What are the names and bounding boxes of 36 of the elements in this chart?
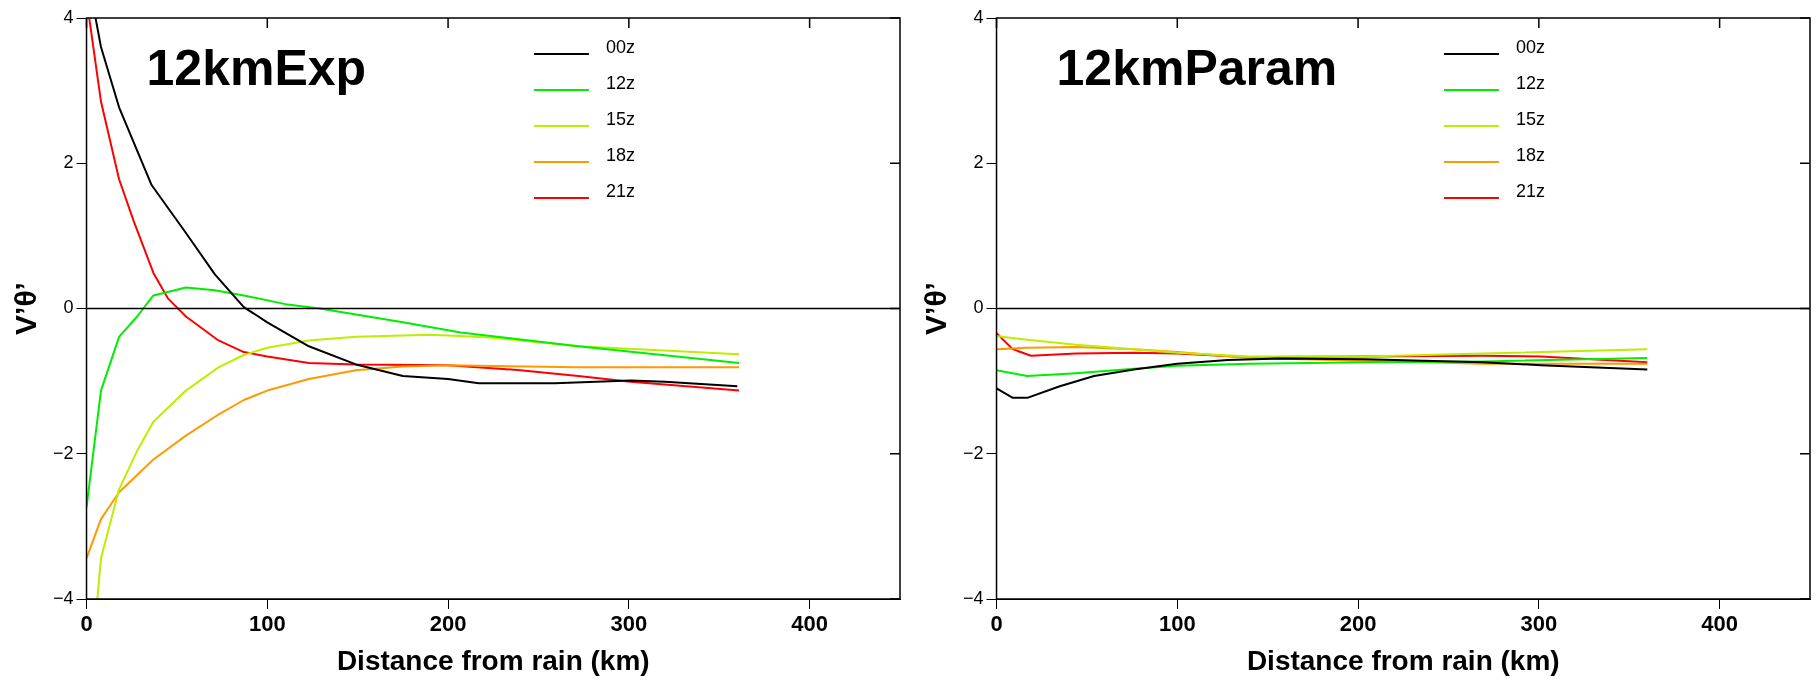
y-tick-label: 0: [63, 297, 74, 318]
y-axis-title: V’θ’: [9, 282, 43, 335]
y-tick-label: 4: [973, 6, 984, 27]
x-axis-title: Distance from rain (km): [336, 644, 650, 676]
legend-label: 21z: [1515, 180, 1545, 201]
legend-label: 12z: [1515, 72, 1545, 93]
y-tick-label: 4: [63, 6, 74, 27]
x-tick-label: 400: [791, 611, 828, 637]
legend-label: 21z: [605, 180, 635, 201]
y-tick-label: −2: [52, 442, 74, 463]
legend-label: 15z: [1515, 108, 1545, 129]
y-axis-title: V’θ’: [919, 282, 953, 335]
x-tick-label: 300: [1520, 611, 1558, 637]
legend-label: 00z: [1515, 36, 1545, 57]
x-tick-label: 400: [1701, 611, 1738, 637]
legend-label: 18z: [1515, 144, 1545, 165]
y-tick-label: −2: [962, 442, 984, 463]
legend-label: 12z: [605, 72, 635, 93]
legend-label: 18z: [605, 144, 635, 165]
x-tick-label: 100: [1158, 611, 1196, 637]
y-tick-label: −4: [962, 587, 984, 608]
legend-label: 15z: [605, 108, 635, 129]
x-tick-label: 200: [1339, 611, 1377, 637]
x-tick-label: 0: [990, 611, 1003, 637]
legend-label: 00z: [605, 36, 635, 57]
y-tick-label: 2: [973, 152, 984, 173]
chart-title: 12kmExp: [146, 39, 367, 96]
x-tick-label: 300: [610, 611, 648, 637]
x-axis-title: Distance from rain (km): [1246, 644, 1560, 676]
x-tick-label: 200: [429, 611, 467, 637]
y-tick-label: −4: [52, 587, 74, 608]
x-tick-label: 0: [80, 611, 93, 637]
chart-title: 12kmParam: [1056, 39, 1338, 96]
x-tick-label: 100: [248, 611, 286, 637]
y-tick-label: 2: [63, 152, 74, 173]
y-tick-label: 0: [973, 297, 984, 318]
